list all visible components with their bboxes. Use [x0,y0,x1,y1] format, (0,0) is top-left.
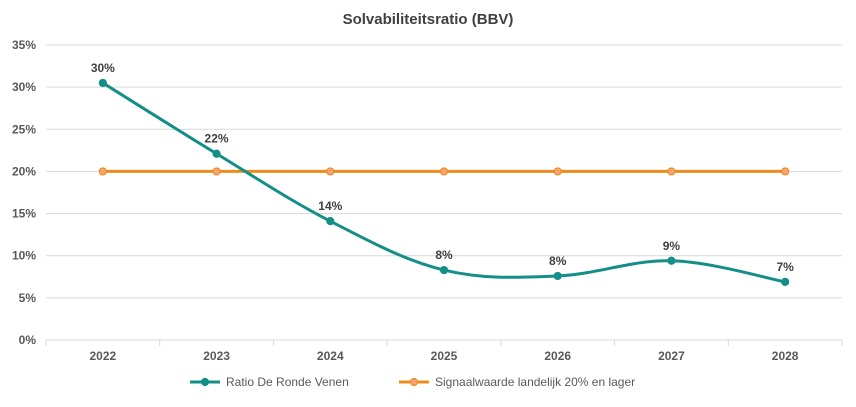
x-tick-label: 2027 [658,349,685,363]
data-point [98,167,107,176]
chart-title: Solvabiliteitsratio (BBV) [343,11,514,28]
data-label: 7% [776,260,794,274]
y-tick-label: 35% [12,38,36,52]
data-point [553,271,562,281]
x-tick-label: 2024 [317,349,344,363]
data-point [326,167,335,176]
data-point [439,265,449,275]
y-tick-label: 25% [12,122,36,136]
y-tick-label: 15% [12,207,36,221]
legend-label: Signaalwaarde landelijk 20% en lager [435,375,635,389]
data-point [326,217,335,226]
y-tick-label: 10% [12,249,36,263]
legend-swatch-marker [409,377,419,387]
data-label: 14% [318,199,342,213]
x-tick-label: 2026 [544,349,571,363]
legend-swatch-marker [200,377,210,387]
data-point [553,167,562,176]
y-axis: 0% 5% 10% 15% 20% 25% 30% 35% [12,38,36,347]
data-labels: 30% 22% 14% 8% 8% 9% 7% [91,61,794,274]
y-tick-label: 0% [19,333,37,347]
data-point [212,149,221,158]
legend-item-1[interactable]: Signaalwaarde landelijk 20% en lager [399,375,635,389]
y-tick-label: 30% [12,80,36,94]
data-point [781,167,790,176]
x-tick-label: 2028 [772,349,799,363]
x-axis: 2022 2023 2024 2025 2026 2027 2028 [45,340,843,363]
data-label: 8% [549,254,567,268]
data-point [667,167,676,176]
series-layer [98,78,790,286]
data-point [781,277,790,286]
legend: Ratio De Ronde Venen Signaalwaarde landel… [190,375,635,389]
x-tick-label: 2023 [203,349,230,363]
legend-label: Ratio De Ronde Venen [226,375,349,389]
data-label: 22% [205,132,229,146]
y-tick-label: 5% [19,291,37,305]
x-tick-label: 2022 [90,349,117,363]
legend-item-0[interactable]: Ratio De Ronde Venen [190,375,349,389]
y-tick-label: 20% [12,164,36,178]
data-point [439,167,449,176]
data-point [212,167,221,176]
x-tick-label: 2025 [431,349,458,363]
data-label: 30% [91,61,115,75]
data-label: 9% [663,239,681,253]
gridlines [46,44,842,341]
data-label: 8% [435,248,453,262]
data-point [667,256,676,265]
data-point [98,78,107,88]
